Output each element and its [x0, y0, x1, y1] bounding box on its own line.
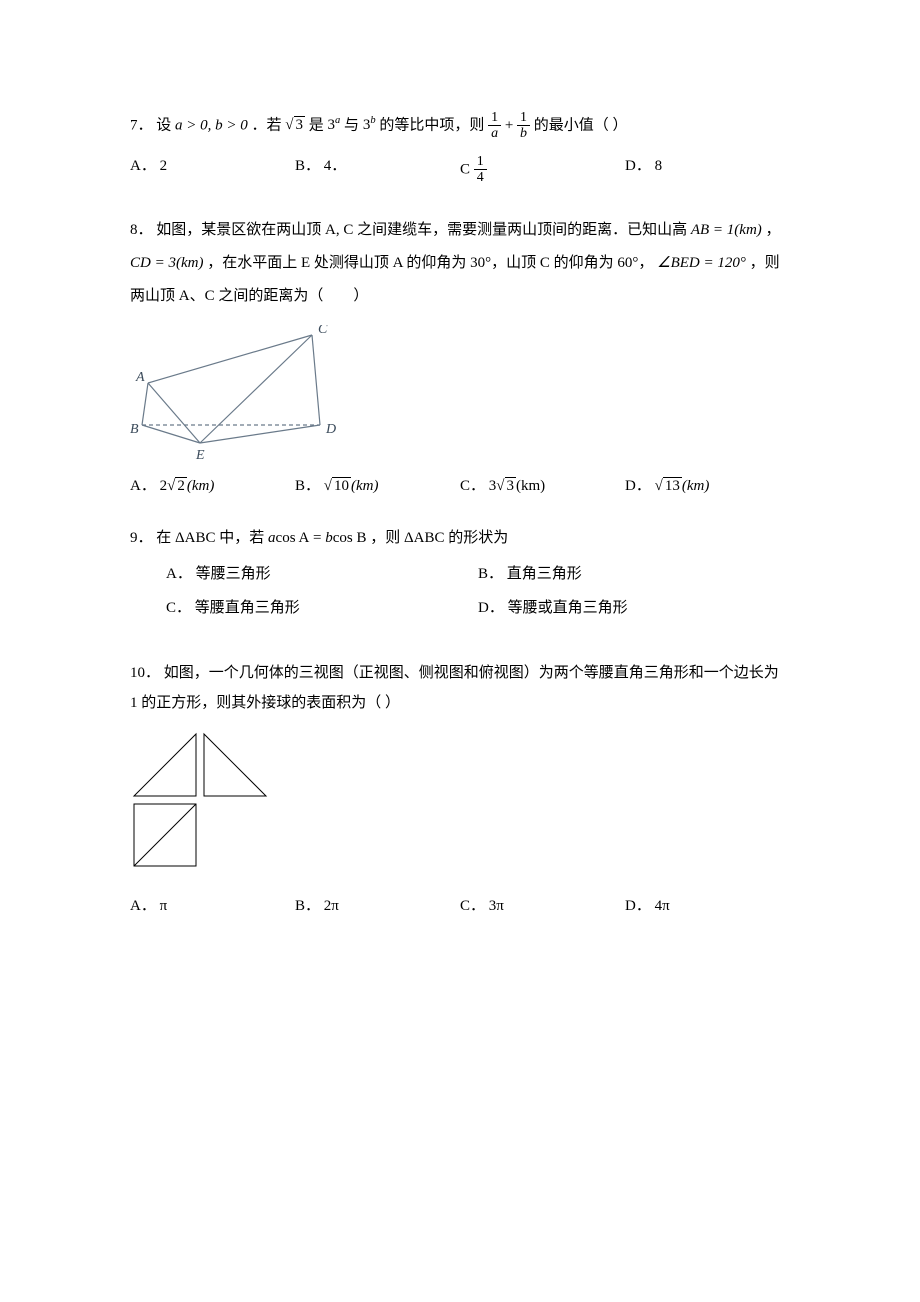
question-8: 8． 如图，某景区欲在两山顶 A, C 之间建缆车，需要测量两山顶间的距离．已知…	[130, 214, 790, 498]
q8-number: 8．	[130, 222, 153, 238]
q10-stem: 10． 如图，一个几何体的三视图（正视图、侧视图和俯视图）为两个等腰直角三角形和…	[130, 658, 790, 718]
q10-number: 10．	[130, 665, 160, 681]
q7-option-a: A． 2	[130, 154, 295, 186]
q9-option-b: B． 直角三角形	[478, 562, 790, 586]
q10-option-a: A． π	[130, 894, 295, 918]
q7-option-c: C 1 4	[460, 154, 625, 186]
q8-option-d: D． 13(km)	[625, 474, 790, 498]
sqrt-3: 3	[285, 113, 305, 137]
q9-number: 9．	[130, 530, 153, 546]
question-9: 9． 在 ΔABC 中，若 acos A = bcos B ，则 ΔABC 的形…	[130, 526, 790, 630]
q7-cond: a > 0, b > 0	[175, 117, 248, 133]
svg-text:C: C	[318, 325, 328, 337]
q9-option-c: C． 等腰直角三角形	[166, 596, 478, 620]
q10-option-b: B． 2π	[295, 894, 460, 918]
q10-option-c: C． 3π	[460, 894, 625, 918]
svg-text:A: A	[135, 370, 145, 385]
q10-figure	[130, 730, 790, 880]
q7-option-b: B． 4．	[295, 154, 460, 186]
question-10: 10． 如图，一个几何体的三视图（正视图、侧视图和俯视图）为两个等腰直角三角形和…	[130, 658, 790, 918]
q7-option-d: D． 8	[625, 154, 790, 186]
svg-text:D: D	[325, 422, 336, 437]
svg-text:E: E	[195, 448, 205, 460]
frac-1-a: 1 a	[488, 110, 501, 142]
q7-stem: 7． 设 a > 0, b > 0 ．若 3 是 3a 与 3b 的等比中项，则…	[130, 110, 790, 142]
q9-option-d: D． 等腰或直角三角形	[478, 596, 790, 620]
q9-options: A． 等腰三角形 B． 直角三角形 C． 等腰直角三角形 D． 等腰或直角三角形	[130, 562, 790, 630]
q7-options: A． 2 B． 4． C 1 4 D． 8	[130, 154, 790, 186]
q8-options: A． 22(km) B． 10(km) C． 33(km) D． 13(km)	[130, 474, 790, 498]
q8-figure: A B C D E	[130, 325, 790, 460]
q10-option-d: D． 4π	[625, 894, 790, 918]
q7-number: 7．	[130, 117, 153, 133]
svg-text:B: B	[130, 422, 139, 437]
question-7: 7． 设 a > 0, b > 0 ．若 3 是 3a 与 3b 的等比中项，则…	[130, 110, 790, 186]
q8-diagram-svg: A B C D E	[130, 325, 340, 460]
q10-options: A． π B． 2π C． 3π D． 4π	[130, 894, 790, 918]
q10-threeview-svg	[130, 730, 290, 880]
q8-option-a: A． 22(km)	[130, 474, 295, 498]
q8-stem: 8． 如图，某景区欲在两山顶 A, C 之间建缆车，需要测量两山顶间的距离．已知…	[130, 214, 790, 313]
frac-1-b: 1 b	[517, 110, 530, 142]
q8-option-b: B． 10(km)	[295, 474, 460, 498]
q8-option-c: C． 33(km)	[460, 474, 625, 498]
q9-stem: 9． 在 ΔABC 中，若 acos A = bcos B ，则 ΔABC 的形…	[130, 526, 790, 550]
q9-option-a: A． 等腰三角形	[166, 562, 478, 586]
